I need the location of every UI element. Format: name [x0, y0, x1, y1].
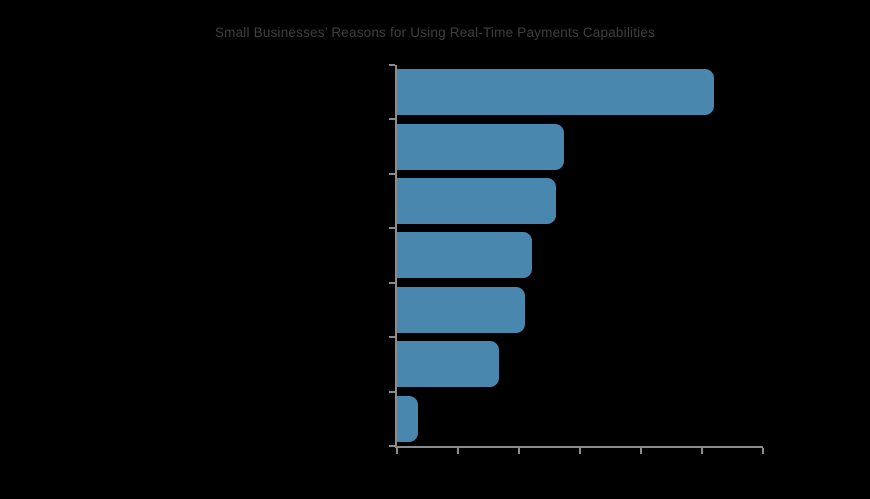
y-tick	[389, 445, 395, 447]
y-tick	[389, 281, 395, 284]
bar	[397, 178, 557, 225]
y-tick	[389, 64, 395, 66]
y-tick	[389, 118, 395, 121]
bar	[397, 395, 419, 442]
bar	[397, 232, 533, 279]
y-tick	[389, 390, 395, 393]
bars-group	[397, 65, 763, 446]
x-tick	[579, 448, 581, 454]
x-tick	[639, 448, 642, 454]
bar-row	[397, 174, 763, 228]
y-tick	[389, 172, 395, 175]
y-tick	[389, 227, 395, 230]
bar	[397, 286, 526, 333]
bar	[397, 69, 714, 116]
bar-row	[397, 392, 763, 446]
x-tick	[456, 448, 459, 454]
bar-row	[397, 119, 763, 173]
x-tick	[762, 448, 764, 454]
bar-row	[397, 283, 763, 337]
x-tick	[701, 448, 703, 454]
bar	[397, 123, 564, 170]
x-tick	[517, 448, 520, 454]
bar-row	[397, 228, 763, 282]
bar-row	[397, 65, 763, 119]
x-tick	[396, 448, 398, 454]
chart-title: Small Businesses’ Reasons for Using Real…	[214, 25, 656, 40]
bar-row	[397, 337, 763, 391]
y-tick	[389, 336, 395, 339]
plot-area	[389, 64, 764, 454]
bar	[397, 341, 500, 388]
